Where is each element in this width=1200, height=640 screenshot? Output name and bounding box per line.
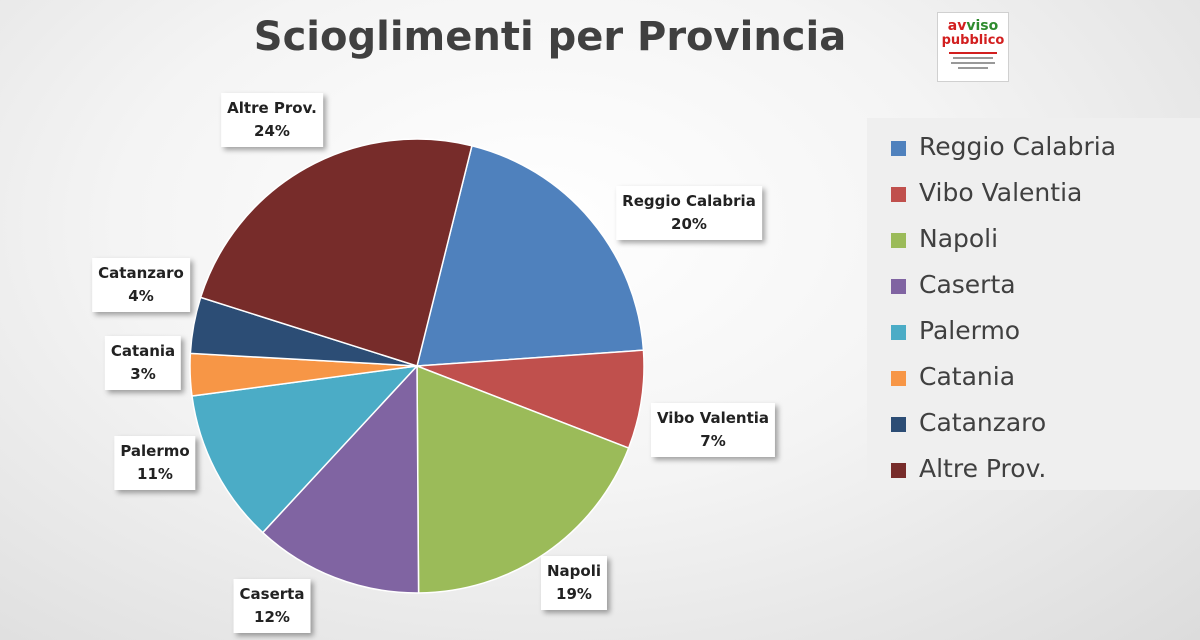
- data-label-caserta: Caserta 12%: [233, 579, 311, 633]
- legend-label: Napoli: [919, 224, 999, 253]
- legend-item-palermo: Palermo: [891, 316, 1021, 346]
- data-label-catanzaro: Catanzaro 4%: [92, 258, 190, 312]
- pie-slice-altre-prov: [199, 138, 473, 367]
- logo-text-line2: pubblico: [941, 33, 1005, 48]
- data-label-name: Altre Prov.: [227, 99, 317, 117]
- data-label-value: 20%: [671, 215, 707, 233]
- legend-swatch: [891, 325, 906, 340]
- data-label-name: Napoli: [546, 562, 602, 580]
- legend-label: Altre Prov.: [919, 454, 1047, 483]
- legend-swatch: [891, 187, 906, 202]
- legend-swatch: [891, 417, 906, 432]
- pie-slice-caserta: [261, 364, 420, 594]
- pie-slice-napoli: [416, 364, 630, 594]
- data-label-name: Vibo Valentia: [656, 409, 770, 427]
- data-label-value: 12%: [254, 608, 290, 626]
- legend-item-catania: Catania: [891, 362, 1016, 392]
- data-label-catania: Catania 3%: [104, 336, 182, 390]
- data-label-palermo: Palermo 11%: [114, 436, 196, 490]
- legend-label: Vibo Valentia: [919, 178, 1083, 207]
- legend-item-vibo-valentia: Vibo Valentia: [891, 178, 1083, 208]
- chart-title: Scioglimenti per Provincia: [253, 14, 847, 60]
- data-label-name: Palermo: [120, 442, 190, 460]
- data-label-vibo-valentia: Vibo Valentia 7%: [650, 403, 776, 457]
- legend-label: Catania: [919, 362, 1016, 391]
- data-label-value: 4%: [128, 287, 154, 305]
- data-label-value: 11%: [137, 465, 173, 483]
- legend-label: Palermo: [919, 316, 1021, 345]
- pie-slice-reggio-calabria: [416, 144, 645, 367]
- data-label-value: 24%: [254, 122, 290, 140]
- pie-slice-palermo: [191, 364, 419, 534]
- data-label-altre-prov: Altre Prov. 24%: [221, 93, 323, 147]
- data-label-value: 7%: [700, 432, 726, 450]
- legend-label: Caserta: [919, 270, 1016, 299]
- logo-text-line1: avviso: [947, 18, 999, 34]
- legend-swatch: [891, 463, 906, 478]
- data-label-napoli: Napoli 19%: [540, 556, 608, 610]
- data-label-value: 19%: [556, 585, 592, 603]
- data-label-value: 3%: [130, 365, 156, 383]
- avviso-pubblico-logo: avviso pubblico: [937, 12, 1009, 82]
- legend-item-napoli: Napoli: [891, 224, 999, 254]
- data-label-name: Catanzaro: [98, 264, 184, 282]
- legend-item-caserta: Caserta: [891, 270, 1016, 300]
- legend-swatch: [891, 233, 906, 248]
- legend-swatch: [891, 141, 906, 156]
- legend-item-reggio-calabria: Reggio Calabria: [891, 132, 1117, 162]
- legend-item-catanzaro: Catanzaro: [891, 408, 1047, 438]
- legend-label: Reggio Calabria: [919, 132, 1117, 161]
- legend-swatch: [891, 371, 906, 386]
- legend-swatch: [891, 279, 906, 294]
- legend-item-altre-prov: Altre Prov.: [891, 454, 1047, 484]
- data-label-name: Caserta: [239, 585, 305, 603]
- data-label-name: Reggio Calabria: [622, 192, 756, 210]
- data-label-reggio-calabria: Reggio Calabria 20%: [616, 186, 762, 240]
- chart-legend: Reggio Calabria Vibo Valentia Napoli Casert…: [867, 118, 1200, 490]
- legend-label: Catanzaro: [919, 408, 1047, 437]
- data-label-name: Catania: [110, 342, 176, 360]
